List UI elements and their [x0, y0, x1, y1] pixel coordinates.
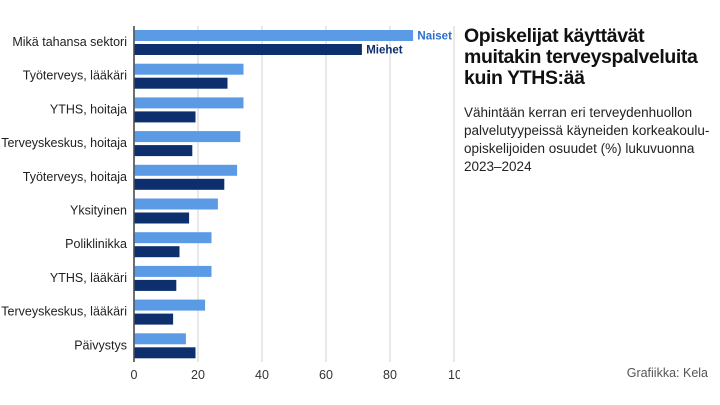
bar-naiset: [134, 97, 244, 109]
category-label: Työterveys, hoitaja: [23, 170, 127, 184]
bar-miehet: [134, 111, 196, 123]
x-tick-label: 60: [319, 368, 333, 382]
bar-naiset: [134, 30, 414, 41]
category-label: Terveyskeskus, lääkäri: [1, 305, 127, 319]
category-label: Poliklinikka: [65, 237, 127, 251]
bar-naiset: [134, 299, 206, 311]
category-label: YTHS, lääkäri: [50, 271, 127, 285]
bar-naiset: [134, 198, 218, 210]
category-label: Terveyskeskus, hoitaja: [1, 136, 127, 150]
category-label: YTHS, hoitaja: [50, 102, 127, 116]
bar-miehet: [134, 44, 362, 55]
x-tick-label: 40: [255, 368, 269, 382]
bar-miehet: [134, 279, 177, 291]
bar-naiset: [134, 265, 212, 277]
bar-naiset: [134, 164, 238, 176]
category-label: Yksityinen: [70, 204, 127, 218]
x-tick-label: 80: [383, 368, 397, 382]
source-credit: Grafiikka: Kela: [626, 366, 708, 380]
x-axis-ticks: 0 20 40 60 80 100 %: [131, 368, 460, 382]
bar-miehet: [134, 313, 174, 325]
category-label: Mikä tahansa sektori: [12, 35, 127, 49]
chart-subtitle: Vähintään kerran eri terveydenhuollon pa…: [464, 105, 710, 174]
grid-lines: [133, 26, 455, 362]
category-labels: Mikä tahansa sektori Työterveys, lääkäri Y…: [1, 35, 127, 352]
bar-miehet: [134, 212, 190, 224]
series-label-naiset: Naiset: [417, 31, 452, 43]
category-label: Päivystys: [74, 338, 127, 352]
bar-naiset: [134, 63, 244, 75]
series-label-miehet: Miehet: [366, 45, 403, 57]
bar-miehet: [134, 347, 196, 359]
bar-naiset: [134, 232, 212, 244]
bars: [134, 30, 414, 359]
bar-miehet: [134, 145, 193, 157]
chart-title: Opiskelijat käyttävät muitakin terveyspa…: [464, 25, 698, 89]
bar-miehet: [134, 77, 228, 89]
x-tick-label: 20: [191, 368, 205, 382]
bar-naiset: [134, 333, 186, 345]
x-tick-label: 0: [131, 368, 138, 382]
bar-chart: Mikä tahansa sektori Työterveys, lääkäri Y…: [1, 26, 460, 382]
x-tick-label: 100 %: [448, 368, 460, 382]
category-label: Työterveys, lääkäri: [23, 69, 127, 83]
bar-miehet: [134, 178, 225, 190]
bar-naiset: [134, 131, 241, 143]
series-labels: Naiset Miehet: [366, 31, 452, 57]
bar-miehet: [134, 246, 180, 258]
